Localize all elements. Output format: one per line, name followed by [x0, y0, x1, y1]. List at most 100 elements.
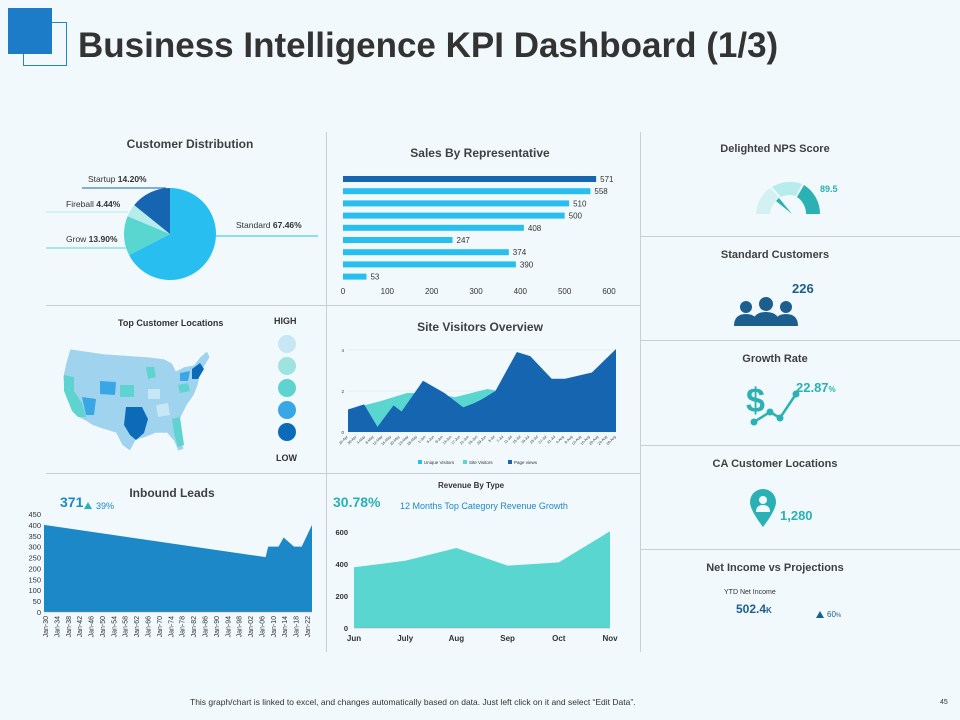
sales-by-rep-title: Sales By Representative	[410, 146, 550, 160]
x-tick-label: Jan-42	[77, 616, 84, 638]
x-tick-label: 5-Jun	[426, 435, 435, 444]
inbound-leads-value: 371	[60, 494, 84, 510]
logo-icon	[8, 8, 68, 72]
y-tick-400: 400	[335, 560, 348, 569]
x-tick-label: 27-Jul	[538, 435, 548, 445]
growth-rate-unit: %	[828, 385, 836, 394]
legend-circle-2	[278, 379, 296, 397]
x-tick-label: 11-Jul	[503, 435, 513, 445]
y-tick-0: 0	[341, 430, 344, 435]
map-title: Top Customer Locations	[118, 318, 224, 328]
x-tick-label: 1-Jun	[417, 435, 426, 444]
x-tick-label: 21-Jun	[459, 435, 470, 446]
x-tick-label: Jan-70	[157, 616, 164, 638]
x-tick-label: Jan-38	[66, 616, 73, 638]
x-tick-label: 20-Aug	[588, 435, 599, 446]
bar-label-1: 558	[594, 187, 608, 196]
x-tick-label: 4-Aug	[555, 435, 565, 445]
bar-label-4: 408	[528, 224, 542, 233]
divider	[640, 340, 960, 341]
standard-customers-value: 226	[792, 281, 814, 296]
usa-map	[62, 348, 211, 452]
x-tick-sep: Sep	[500, 634, 515, 643]
x-tick-label: 17-Jun	[450, 435, 461, 446]
legend-swatch	[508, 460, 512, 464]
inbound-leads-title: Inbound Leads	[129, 486, 215, 500]
x-tick-label: 8-May	[365, 435, 375, 445]
x-tick-label: 12-May	[372, 435, 383, 446]
y-tick-600: 600	[335, 528, 348, 537]
x-tick-label: 13-Jun	[442, 435, 453, 446]
x-tick-label: 4-May	[356, 435, 366, 445]
legend-label: Site Visitors	[469, 460, 493, 465]
customer-distribution-title: Customer Distribution	[126, 137, 254, 151]
pie-label-startup: Startup 14.20%	[88, 174, 147, 184]
x-tick-label: 19-Jul	[520, 435, 530, 445]
y-tick-100: 100	[28, 586, 41, 595]
net-income-number: 502.4	[736, 602, 767, 616]
x-tick-label: Jan-94	[225, 616, 232, 638]
x-tick-label: 29-Jun	[476, 435, 487, 446]
divider	[640, 445, 960, 446]
inbound-area	[44, 524, 312, 612]
x-tick-label: 28-May	[407, 435, 418, 446]
pie-label-fireball: Fireball 4.44%	[66, 199, 121, 209]
y-tick-150: 150	[28, 575, 41, 584]
x-tick-label: 20-May	[389, 435, 400, 446]
x-tick-label: Jan-74	[168, 616, 175, 638]
nps-title: Delighted NPS Score	[720, 143, 830, 155]
growth-rate-value: 22.87%	[796, 380, 836, 395]
x-tick-label: Jan-22	[305, 616, 312, 638]
y-tick-0: 0	[344, 624, 348, 633]
x-tick-label: 16-Aug	[580, 435, 591, 446]
y-tick-300: 300	[28, 543, 41, 552]
x-tick-label: Jan-86	[202, 616, 209, 638]
bar-label-2: 510	[573, 199, 587, 208]
x-tick-label: 9-Jun	[435, 435, 444, 444]
x-tick-label: Jan-98	[237, 616, 244, 638]
x-tick-label: 24-May	[398, 435, 409, 446]
x-tick-label: 30-Apr	[347, 434, 358, 445]
y-tick-2: 2	[341, 389, 344, 394]
x-tick-label: Jan-90	[214, 616, 221, 638]
x-tick-label: 23-Jul	[529, 435, 539, 445]
map-legend-low: LOW	[276, 453, 297, 463]
legend-swatch	[418, 460, 422, 464]
pie-slice-startup	[134, 188, 170, 234]
users-icon	[734, 297, 798, 326]
nps-value: 89.5	[820, 184, 838, 194]
x-tick-aug: Aug	[449, 634, 465, 643]
net-income-change-unit: %	[835, 613, 842, 619]
x-tick-600: 600	[602, 287, 616, 296]
x-tick-0: 0	[341, 287, 346, 296]
bar-label-3: 500	[569, 212, 583, 221]
revenue-subtitle: 12 Months Top Category Revenue Growth	[400, 501, 568, 511]
x-tick-label: 7-Jul	[496, 435, 504, 443]
x-tick-label: Jan-78	[180, 616, 187, 638]
net-income-change: 60%	[827, 610, 841, 619]
bar-label-8: 53	[370, 273, 379, 282]
y-tick-400: 400	[28, 521, 41, 530]
x-tick-label: Jan-02	[248, 616, 255, 638]
x-tick-label: Jan-30	[43, 616, 50, 638]
x-tick-200: 200	[425, 287, 439, 296]
x-tick-label: Jan-46	[89, 616, 96, 638]
x-tick-label: 16-May	[381, 435, 392, 446]
net-income-value: 502.4K	[736, 602, 772, 616]
legend-circle-1	[278, 357, 296, 375]
x-tick-label: Jan-82	[191, 616, 198, 638]
bar-5	[343, 237, 453, 243]
revenue-area	[354, 531, 610, 628]
x-tick-jun: Jun	[347, 634, 361, 643]
inbound-leads-change: 39%	[96, 501, 115, 511]
legend-swatch	[463, 460, 467, 464]
y-tick-0: 0	[37, 608, 41, 617]
x-tick-label: 25-Jun	[468, 435, 479, 446]
footer-note: This graph/chart is linked to excel, and…	[190, 697, 636, 707]
x-tick-label: Jan-66	[146, 616, 153, 638]
x-tick-label: Jan-50	[100, 616, 107, 638]
pie-slice-standard	[129, 188, 216, 280]
divider	[640, 236, 960, 237]
x-tick-label: Jan-54	[111, 616, 118, 638]
